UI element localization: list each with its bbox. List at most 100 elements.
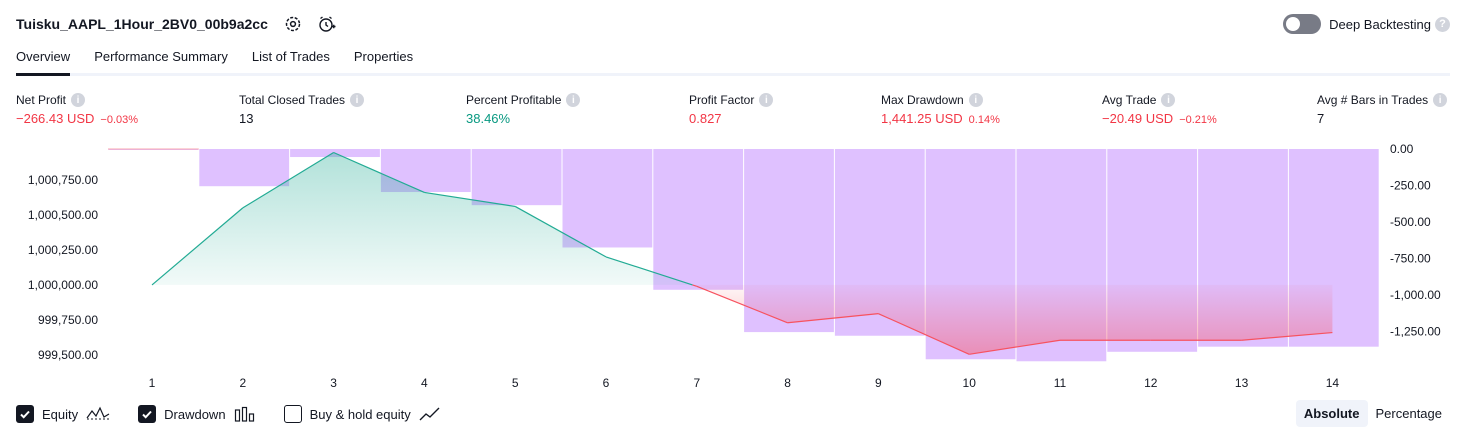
- legend-drawdown[interactable]: Drawdown: [138, 405, 255, 423]
- legend-label: Equity: [42, 406, 79, 422]
- strategy-title: Tuisku_AAPL_1Hour_2BV0_00b9a2cc: [16, 16, 268, 32]
- legend-equity[interactable]: Equity: [16, 405, 110, 423]
- add-alert-clock-icon[interactable]: [318, 15, 336, 33]
- metric-value: 0.827: [689, 111, 722, 126]
- x-axis-tick: 3: [330, 376, 337, 390]
- x-axis-tick: 13: [1235, 376, 1249, 390]
- metric-value: −266.43 USD: [16, 111, 95, 126]
- absolute-button[interactable]: Absolute: [1295, 400, 1368, 427]
- tab-overview[interactable]: Overview: [16, 46, 71, 76]
- chart-legend: Equity Drawdown Buy & hold equity: [16, 402, 471, 426]
- x-axis-tick: 5: [512, 376, 519, 390]
- left-axis-tick: 999,500.00: [38, 348, 98, 362]
- toggle-knob: [1286, 17, 1301, 31]
- drawdown-bar: [653, 149, 744, 290]
- info-icon[interactable]: i: [1433, 93, 1448, 107]
- tab-list-of-trades[interactable]: List of Trades: [251, 49, 330, 64]
- strategy-header: Tuisku_AAPL_1Hour_2BV0_00b9a2cc: [16, 12, 336, 36]
- metric-percent: 0.14%: [968, 114, 1000, 126]
- value-mode-switch: Absolute Percentage: [1295, 400, 1450, 427]
- equity-line-segment: [696, 285, 788, 324]
- metric-value: 7: [1317, 111, 1325, 126]
- metric-value: −20.49 USD: [1102, 111, 1174, 126]
- tab-performance-summary[interactable]: Performance Summary: [94, 49, 228, 64]
- metric-label: Percent Profitable: [466, 93, 562, 107]
- right-axis-tick: 0.00: [1390, 142, 1414, 156]
- left-axis-tick: 1,000,000.00: [28, 278, 98, 292]
- x-axis-tick: 10: [963, 376, 977, 390]
- left-axis-tick: 1,000,500.00: [28, 208, 98, 222]
- metric-value: 1,441.25 USD: [881, 111, 963, 126]
- settings-gear-icon[interactable]: [284, 15, 302, 33]
- metric-label: Avg # Bars in Trades: [1317, 93, 1429, 107]
- left-axis-tick: 1,000,750.00: [28, 173, 98, 187]
- legend-label: Drawdown: [164, 406, 226, 422]
- info-icon[interactable]: i: [71, 93, 86, 107]
- metric-net-profit: Net Profit i −266.43 USD −0.03%: [16, 93, 138, 126]
- info-icon[interactable]: i: [759, 93, 774, 107]
- metric-percent-profitable: Percent Profitable i 38.46%: [466, 93, 581, 126]
- equity-line-segment: [151, 207, 244, 286]
- equity-line-segment: [242, 151, 334, 209]
- equity-line-segment: [514, 205, 607, 258]
- deep-backtesting-label: Deep Backtesting: [1329, 16, 1431, 32]
- x-axis-tick: 1: [149, 376, 156, 390]
- metric-percent: −0.21%: [1179, 114, 1217, 126]
- tab-properties[interactable]: Properties: [353, 49, 414, 64]
- equity-line-segment: [787, 313, 879, 324]
- drawdown-checkbox[interactable]: [138, 405, 157, 423]
- equity-line-segment: [692, 284, 697, 287]
- equity-loss-area: [692, 284, 1333, 355]
- drawdown-bar: [199, 149, 290, 187]
- metric-max-drawdown: Max Drawdown i 1,441.25 USD 0.14%: [881, 93, 1000, 126]
- drawdown-bar: [471, 149, 562, 206]
- metric-percent: −0.03%: [100, 114, 139, 126]
- buy-hold-line-icon: [419, 406, 443, 422]
- x-axis-tick: 9: [875, 376, 882, 390]
- right-axis-tick: -750.00: [1390, 251, 1431, 265]
- deep-backtesting: Deep Backtesting ?: [1283, 12, 1450, 36]
- report-tabs: Overview Performance Summary List of Tra…: [16, 46, 1450, 76]
- legend-buy-hold-equity[interactable]: Buy & hold equity: [283, 405, 443, 423]
- equity-line-segment: [605, 256, 693, 286]
- equity-profit-area: [152, 152, 693, 285]
- percentage-button[interactable]: Percentage: [1375, 406, 1443, 421]
- info-icon[interactable]: i: [566, 93, 581, 107]
- right-axis-tick: -500.00: [1390, 215, 1431, 229]
- x-axis-tick: 11: [1054, 376, 1067, 390]
- right-axis-tick: -1,250.00: [1390, 324, 1441, 338]
- drawdown-bars-icon: [234, 406, 256, 422]
- info-icon[interactable]: i: [968, 93, 983, 107]
- summary-metrics: Net Profit i −266.43 USD −0.03% Total Clos…: [0, 93, 1466, 133]
- metric-avg-trade: Avg Trade i −20.49 USD −0.21%: [1102, 93, 1217, 126]
- x-axis-tick: 14: [1326, 376, 1340, 390]
- equity-drawdown-chart[interactable]: 1,000,750.00 1,000,500.00 1,000,250.00 1,00…: [0, 140, 1466, 398]
- metric-label: Total Closed Trades: [239, 93, 346, 107]
- deep-backtesting-toggle[interactable]: [1283, 14, 1322, 34]
- left-axis-tick: 1,000,250.00: [28, 243, 98, 257]
- left-axis-tick: 999,750.00: [38, 313, 98, 327]
- info-icon[interactable]: i: [350, 93, 365, 107]
- legend-label: Buy & hold equity: [309, 406, 411, 422]
- metric-value: 38.46%: [466, 111, 511, 126]
- x-axis-tick: 12: [1144, 376, 1158, 390]
- buy-hold-checkbox[interactable]: [283, 405, 302, 423]
- info-icon[interactable]: i: [1161, 93, 1176, 107]
- metric-label: Max Drawdown: [881, 93, 964, 107]
- equity-line-segment: [878, 313, 970, 355]
- x-axis-tick: 6: [603, 376, 610, 390]
- x-axis-tick: 2: [239, 376, 246, 390]
- equity-line-segment: [1241, 331, 1333, 341]
- right-axis-tick: -1,000.00: [1390, 288, 1441, 302]
- metric-value: 13: [239, 111, 254, 126]
- equity-line-segment: [333, 151, 425, 193]
- metric-profit-factor: Profit Factor i 0.827: [689, 93, 774, 126]
- x-axis-tick: 8: [784, 376, 791, 390]
- help-icon[interactable]: ?: [1435, 16, 1450, 32]
- metric-label: Avg Trade: [1102, 93, 1157, 107]
- drawdown-bar: [562, 149, 653, 248]
- metric-label: Profit Factor: [689, 93, 755, 107]
- equity-line-segment: [969, 339, 1061, 355]
- equity-checkbox[interactable]: [16, 405, 34, 423]
- metric-total-closed-trades: Total Closed Trades i 13: [239, 93, 365, 126]
